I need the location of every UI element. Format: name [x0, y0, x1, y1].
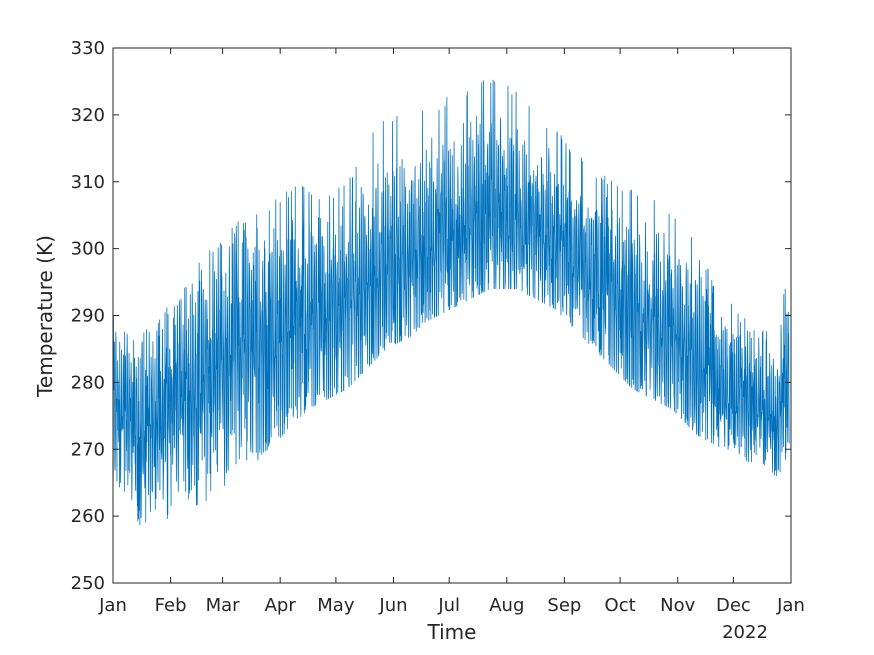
- x-tick-label: Jun: [378, 595, 407, 616]
- secondary-x-label: 2022: [722, 622, 768, 643]
- y-tick-label: 280: [71, 372, 105, 393]
- y-tick-label: 310: [71, 172, 105, 193]
- x-tick-label: May: [317, 595, 355, 616]
- y-tick-label: 320: [71, 105, 105, 126]
- x-tick-label: Jan: [98, 595, 127, 616]
- x-tick-label: Feb: [155, 595, 187, 616]
- x-tick-label: Apr: [265, 595, 297, 616]
- x-tick-label: Dec: [716, 595, 751, 616]
- y-tick-label: 270: [71, 439, 105, 460]
- x-axis-title: Time: [427, 620, 477, 644]
- x-tick-label: Jan: [776, 595, 805, 616]
- x-tick-label: Oct: [605, 595, 636, 616]
- x-tick-label: Jul: [437, 595, 460, 616]
- x-tick-label: Nov: [660, 595, 695, 616]
- series-line-0: [112, 79, 790, 526]
- x-tick-label: Mar: [206, 595, 241, 616]
- series-layer: [112, 79, 790, 526]
- x-tick-label: Sep: [547, 595, 581, 616]
- y-axis-title: Temperature (K): [33, 235, 57, 398]
- ticks-layer: [112, 47, 792, 584]
- y-tick-label: 300: [71, 239, 105, 260]
- y-tick-label: 250: [71, 573, 105, 594]
- y-tick-label: 330: [71, 38, 105, 59]
- x-tick-label: Aug: [489, 595, 524, 616]
- y-tick-label: 290: [71, 306, 105, 327]
- tick-labels-layer: 250 260 270 280 290 300 310 320 330 Jan Feb Mar Apr M…: [71, 38, 805, 616]
- y-tick-label: 260: [71, 506, 105, 527]
